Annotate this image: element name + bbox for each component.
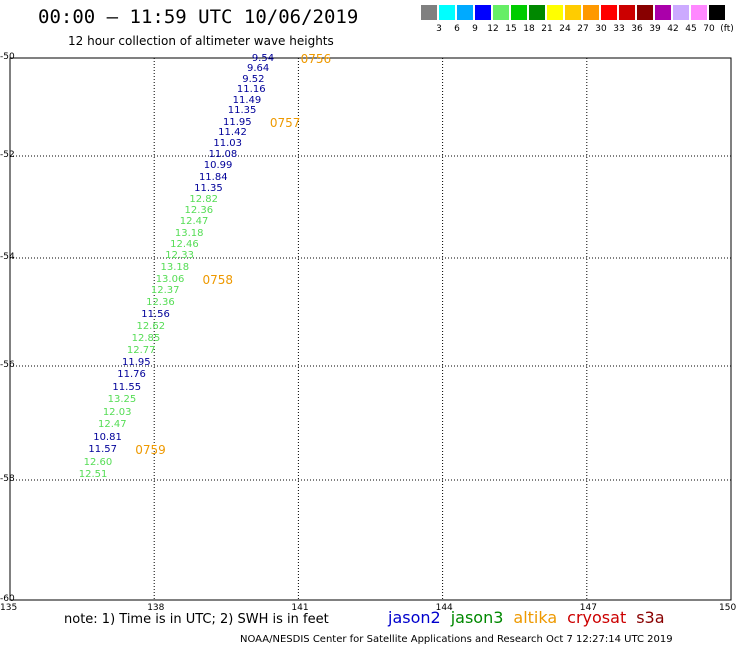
wave-height-value: 11.49 xyxy=(232,95,262,107)
colorbar-label: 15 xyxy=(505,24,517,34)
wave-height-value: 11.55 xyxy=(112,381,142,393)
colorbar-swatch xyxy=(619,5,635,20)
wave-height-value: 12.03 xyxy=(102,406,132,418)
wave-height-value: 12.47 xyxy=(179,216,209,228)
legend-entry-jason2: jason2 xyxy=(388,608,441,627)
map-title: 00:00 – 11:59 UTC 10/06/2019 xyxy=(38,6,359,28)
colorbar-swatch xyxy=(529,5,545,20)
wave-height-value: 11.42 xyxy=(218,127,247,139)
legend-entry-s3a: s3a xyxy=(636,608,665,627)
longitude-tick-label: 147 xyxy=(579,603,597,613)
wave-height-value: 11.35 xyxy=(227,104,257,116)
pass-time-label: 0756 xyxy=(300,51,332,66)
colorbar-label: 27 xyxy=(577,24,589,34)
pass-time-label: 0759 xyxy=(135,443,166,458)
wave-height-value: 13.18 xyxy=(174,227,204,239)
colorbar-label: 18 xyxy=(523,24,535,34)
wave-height-value: 12.77 xyxy=(126,344,156,356)
wave-height-value: 9.52 xyxy=(242,73,265,85)
wave-height-value: 11.95 xyxy=(122,356,151,368)
wave-height-value: 12.60 xyxy=(83,456,113,468)
longitude-tick-label: 150 xyxy=(719,603,737,613)
colorbar-label: 42 xyxy=(667,24,679,34)
wave-height-value: 12.33 xyxy=(165,249,194,261)
colorbar-swatch xyxy=(475,5,491,20)
colorbar-swatch xyxy=(655,5,671,20)
colorbar-label: 12 xyxy=(487,24,499,34)
credit-line: NOAA/NESDIS Center for Satellite Applica… xyxy=(240,634,673,645)
colorbar-swatch xyxy=(547,5,563,20)
wave-height-value: 12.62 xyxy=(136,321,166,333)
wave-height-value: 12.36 xyxy=(184,205,214,217)
colorbar-unit: (ft) xyxy=(720,24,734,34)
colorbar-label: 9 xyxy=(472,24,478,34)
colorbar-swatch xyxy=(673,5,689,20)
colorbar-label: 6 xyxy=(454,24,460,34)
wave-height-value: 11.35 xyxy=(194,182,223,194)
colorbar-swatch xyxy=(601,5,617,20)
colorbar-swatch xyxy=(565,5,581,20)
wave-height-value: 11.57 xyxy=(88,444,118,456)
legend-entry-jason3: jason3 xyxy=(450,608,504,627)
wave-height-value: 12.46 xyxy=(170,238,199,250)
colorbar-label: 24 xyxy=(559,24,571,34)
colorbar-swatch xyxy=(637,5,653,20)
wave-height-value: 13.06 xyxy=(155,273,185,285)
wave-height-value: 10.81 xyxy=(93,431,122,443)
map-frame xyxy=(9,57,732,601)
colorbar-label: 33 xyxy=(613,24,625,34)
colorbar-swatch xyxy=(457,5,473,20)
latitude-tick-label: -56 xyxy=(0,360,15,370)
satellite-legend: jason2 jason3 altika cryosat s3a xyxy=(388,608,675,627)
wave-height-value: 11.03 xyxy=(213,138,242,150)
colorbar-swatch xyxy=(493,5,509,20)
colorbar-swatch xyxy=(511,5,527,20)
colorbar-swatch xyxy=(439,5,455,20)
colorbar-swatch xyxy=(709,5,725,20)
colorbar-label: 70 xyxy=(703,24,715,34)
wave-height-value: 11.95 xyxy=(222,116,252,128)
legend-entry-cryosat: cryosat xyxy=(567,608,627,627)
wave-height-value: 12.51 xyxy=(78,469,108,481)
wave-height-value: 12.36 xyxy=(146,297,175,309)
wave-height-value: 11.76 xyxy=(117,369,146,381)
wave-height-value: 10.99 xyxy=(203,160,233,172)
latitude-tick-label: -50 xyxy=(0,52,15,62)
legend-entry-altika: altika xyxy=(513,608,558,627)
longitude-tick-label: 141 xyxy=(291,603,309,613)
pass-time-label: 0757 xyxy=(269,115,301,130)
colorbar-swatch xyxy=(421,5,437,20)
wave-height-value: 9.64 xyxy=(247,62,270,74)
colorbar-label: 45 xyxy=(685,24,697,34)
latitude-tick-label: -58 xyxy=(0,474,15,484)
wave-height-value: 12.82 xyxy=(189,193,218,205)
longitude-tick-label: 138 xyxy=(147,603,165,613)
wave-height-value: 12.85 xyxy=(131,333,161,344)
longitude-tick-label: 135 xyxy=(0,603,18,613)
wave-height-value: 13.18 xyxy=(160,261,190,273)
map-subtitle: 12 hour collection of altimeter wave hei… xyxy=(68,34,334,48)
longitude-tick-label: 144 xyxy=(435,603,453,613)
wave-height-value: 12.37 xyxy=(150,285,180,297)
wave-height-value: 11.08 xyxy=(208,149,238,161)
colorbar-swatch xyxy=(691,5,707,20)
colorbar-label: 3 xyxy=(436,24,442,34)
wave-height-value: 11.84 xyxy=(198,172,228,184)
latitude-tick-label: -54 xyxy=(0,252,15,262)
colorbar-swatch xyxy=(583,5,599,20)
wave-height-value: 11.56 xyxy=(141,309,170,321)
wave-height-value: 9.54 xyxy=(251,52,275,64)
colorbar-label: 36 xyxy=(631,24,643,34)
wave-height-value: 11.16 xyxy=(236,84,266,96)
latitude-tick-label: -52 xyxy=(0,150,15,160)
pass-time-label: 0758 xyxy=(202,272,234,287)
colorbar-label: 39 xyxy=(649,24,661,34)
colorbar-label: 30 xyxy=(595,24,607,34)
wave-height-value: 13.25 xyxy=(107,394,137,406)
wave-height-value: 12.47 xyxy=(98,419,127,431)
colorbar-label: 21 xyxy=(541,24,553,34)
units-note: note: 1) Time is in UTC; 2) SWH is in fe… xyxy=(64,612,329,627)
latitude-tick-label: -60 xyxy=(0,594,15,604)
